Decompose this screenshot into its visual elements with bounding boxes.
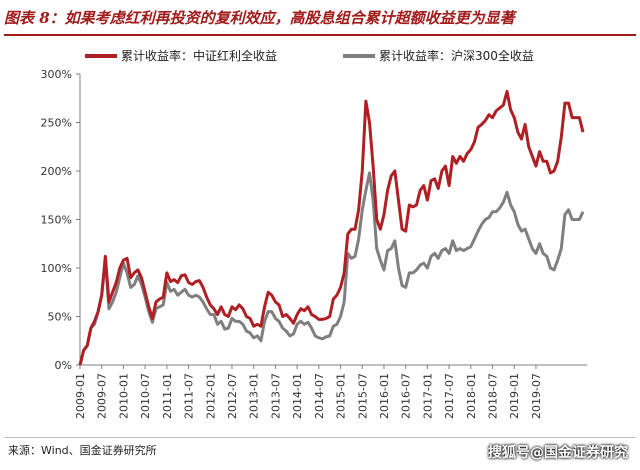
x-tick-label: 2019-01: [508, 373, 521, 419]
series-line-dividend-total-return: [78, 89, 585, 366]
x-tick-label: 2009-01: [74, 373, 87, 419]
x-tick-label: 2010-07: [139, 373, 152, 419]
plot-area: [78, 89, 585, 366]
x-tick-label: 2017-01: [421, 373, 434, 419]
series-line-csi300-total-return: [78, 171, 585, 366]
x-tick-label: 2016-01: [378, 373, 391, 419]
x-tick-label: 2010-01: [117, 373, 130, 419]
x-tick-label: 2016-07: [400, 373, 413, 419]
x-tick-label: 2017-07: [443, 373, 456, 419]
y-tick-label: 250%: [41, 117, 72, 130]
x-tick-label: 2013-07: [269, 373, 282, 419]
legend: 累计收益率：中证红利全收益 累计收益率：沪深300全收益: [85, 48, 534, 63]
x-tick-label: 2011-01: [161, 373, 174, 419]
legend-label-dividend: 累计收益率：中证红利全收益: [121, 48, 277, 63]
y-tick-label: 100%: [41, 262, 72, 275]
y-tick-label: 50%: [48, 311, 72, 324]
x-axis: 2009-01 2009-07 2010-01 2010-07 2011-01 2011-…: [74, 364, 587, 419]
title-divider: [4, 34, 636, 36]
y-tick-label: 0%: [55, 359, 72, 372]
footer-divider: [4, 437, 636, 438]
x-tick-label: 2019-07: [530, 373, 543, 419]
x-tick-label: 2011-07: [183, 373, 196, 419]
x-tick-label: 2014-01: [291, 373, 304, 419]
x-tick-label: 2014-07: [313, 373, 326, 419]
x-tick-label: 2018-07: [487, 373, 500, 419]
chart-title: 图表 8：如果考虑红利再投资的复利效应，高股息组合累计超额收益更为显著: [4, 9, 515, 27]
legend-label-csi300: 累计收益率：沪深300全收益: [379, 48, 534, 63]
source-note: 来源：Wind、国金证券研究所: [8, 444, 157, 457]
x-tick-label: 2012-07: [226, 373, 239, 419]
x-tick-label: 2015-07: [356, 373, 369, 419]
x-tick-label: 2013-01: [248, 373, 261, 419]
y-tick-label: 200%: [41, 165, 72, 178]
y-tick-label: 300%: [41, 68, 72, 81]
x-tick-label: 2015-01: [335, 373, 348, 419]
y-tick-label: 150%: [41, 214, 72, 227]
y-axis: 0% 50% 100% 150% 200% 250% 300%: [41, 68, 81, 372]
x-tick-label: 2012-01: [204, 373, 217, 419]
watermark: 搜狐号@国金证券研究: [488, 445, 628, 461]
x-tick-label: 2009-07: [96, 373, 109, 419]
x-tick-label: 2018-01: [465, 373, 478, 419]
